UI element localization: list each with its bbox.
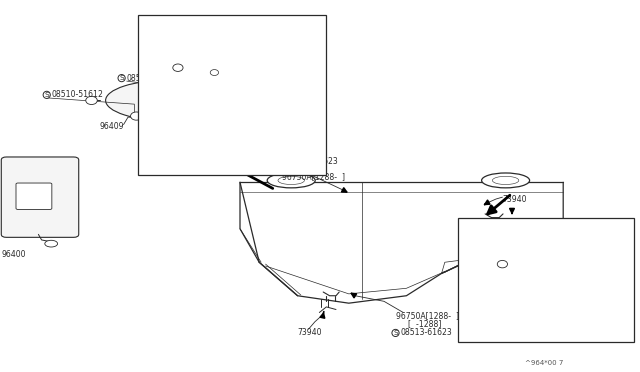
Text: 08513-61623: 08513-61623 [287,157,339,166]
Text: S: S [279,159,284,165]
Text: S: S [146,88,151,94]
Ellipse shape [221,100,233,108]
Text: 73940F: 73940F [462,284,490,290]
Ellipse shape [268,173,315,188]
Text: 73940: 73940 [298,328,322,337]
Ellipse shape [278,176,305,185]
Text: 08530-52020: 08530-52020 [127,74,178,83]
Text: 96750A[1288-  ]: 96750A[1288- ] [522,286,582,293]
Text: 73940: 73940 [142,66,166,72]
Text: 96401: 96401 [189,100,213,109]
Text: 08513-61623: 08513-61623 [527,270,576,276]
Text: 73940: 73940 [462,273,486,279]
Text: S: S [519,270,524,276]
Text: 73940: 73940 [502,195,527,203]
Text: DP:S.GXE+5HB: DP:S.GXE+5HB [462,224,521,233]
Text: 73940J: 73940J [557,239,582,245]
Ellipse shape [86,96,97,105]
Text: 96750A[1288-  ]: 96750A[1288- ] [148,103,209,109]
Bar [458,218,634,342]
Text: S: S [119,75,124,81]
Ellipse shape [210,70,219,76]
Text: 73940H: 73940H [230,34,259,40]
Text: ^964*00 7: ^964*00 7 [525,360,563,366]
Text: DP:S.GXE+5HB: DP:S.GXE+5HB [144,20,203,29]
Ellipse shape [482,173,530,188]
Text: 08513-61623: 08513-61623 [401,328,452,337]
Text: [  -1288]: [ -1288] [533,278,565,285]
Text: [  -1288]: [ -1288] [408,319,442,328]
Text: 08513-61623: 08513-61623 [154,88,203,94]
Text: S: S [393,330,398,336]
Bar [138,15,326,175]
Ellipse shape [497,260,508,268]
FancyBboxPatch shape [1,157,79,237]
Text: 73940A: 73940A [198,77,227,83]
Ellipse shape [492,176,519,185]
Text: [  -1288]: [ -1288] [294,165,328,174]
Ellipse shape [106,80,234,121]
Text: 96409: 96409 [99,122,124,131]
Text: 08510-51612: 08510-51612 [52,90,104,99]
Text: S: S [44,92,49,98]
Text: 73940F: 73940F [142,77,170,83]
FancyBboxPatch shape [16,183,52,209]
Ellipse shape [45,240,58,247]
Text: 96750A[1288-  ]: 96750A[1288- ] [396,311,458,320]
Ellipse shape [173,64,183,71]
Ellipse shape [188,93,196,99]
Text: 96750A[1288-  ]: 96750A[1288- ] [282,172,344,181]
Text: 73940A: 73940A [462,261,491,267]
Text: [  -1288]: [ -1288] [163,95,195,102]
Text: 96400: 96400 [1,250,26,259]
Ellipse shape [131,112,142,120]
